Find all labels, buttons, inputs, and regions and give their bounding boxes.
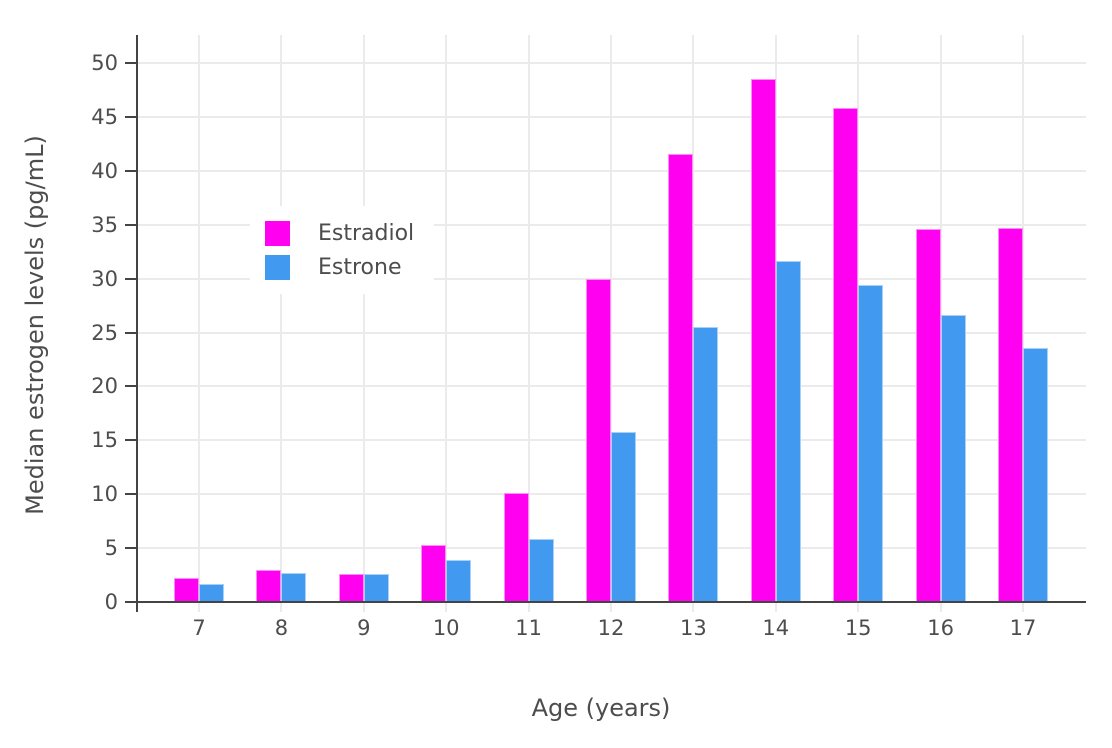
bar-estradiol-age-11[interactable] [503, 493, 529, 602]
y-tick-5 [125, 547, 137, 550]
gridline-x-13 [692, 35, 695, 602]
bar-estradiol-age-15[interactable] [833, 108, 859, 602]
y-tick-label: 25 [91, 320, 118, 345]
x-tick-label: 15 [844, 616, 872, 640]
bar-estradiol-age-7[interactable] [174, 578, 199, 602]
y-tick-label: 30 [91, 266, 118, 291]
bar-estrone-age-13[interactable] [693, 327, 719, 602]
x-tick-label: 8 [274, 616, 289, 640]
x-tick-label: 7 [192, 616, 206, 640]
y-tick-label: 15 [91, 428, 118, 453]
x-tick-label: 16 [927, 616, 954, 640]
bar-estrone-age-10[interactable] [446, 559, 472, 602]
bar-estradiol-age-16[interactable] [915, 229, 941, 602]
bar-estradiol-age-13[interactable] [668, 153, 694, 602]
bar-estrone-age-14[interactable] [775, 261, 801, 602]
x-tick-label: 13 [680, 616, 707, 640]
y-tick-label: 10 [91, 482, 118, 507]
y-tick-label: 0 [104, 590, 118, 614]
gridline-x-9 [362, 35, 365, 602]
x-tick-16 [939, 603, 942, 612]
y-tick-50 [125, 62, 137, 64]
x-tick-label: 14 [762, 616, 790, 640]
x-tick-label: 17 [1009, 616, 1037, 640]
y-tick-10 [125, 493, 137, 496]
x-tick-14 [774, 603, 777, 612]
y-tick-35 [125, 223, 137, 226]
x-tick-10 [445, 603, 448, 612]
y-tick-0 [125, 601, 137, 603]
legend-item-estrone[interactable]: Estrone [265, 250, 414, 284]
bar-estrone-age-15[interactable] [858, 285, 884, 602]
bar-estrone-age-9[interactable] [363, 573, 389, 602]
bar-estradiol-age-12[interactable] [586, 278, 611, 602]
estrone-swatch-icon [265, 254, 290, 280]
x-tick-13 [692, 603, 695, 612]
x-tick-12 [610, 603, 612, 612]
x-tick-17 [1022, 603, 1024, 612]
y-tick-label: 20 [91, 374, 118, 399]
legend-label-estrone: Estrone [318, 254, 402, 280]
bar-estradiol-age-8[interactable] [256, 569, 282, 602]
y-axis-line [136, 35, 138, 612]
y-tick-20 [125, 385, 137, 388]
y-tick-label: 45 [91, 104, 118, 129]
x-axis-title: Age (years) [531, 694, 671, 722]
x-tick-label: 11 [515, 616, 542, 640]
y-tick-30 [125, 277, 137, 280]
y-tick-label: 5 [104, 536, 118, 561]
legend-label-estradiol: Estradiol [318, 220, 415, 246]
x-tick-9 [362, 603, 365, 612]
gridline-x-12 [610, 35, 612, 602]
bar-estradiol-age-10[interactable] [421, 544, 447, 602]
y-tick-45 [125, 115, 137, 118]
bar-estrone-age-11[interactable] [528, 539, 554, 602]
gridline-x-10 [445, 35, 448, 602]
x-tick-7 [198, 603, 200, 612]
y-tick-label: 50 [91, 51, 118, 75]
x-tick-label: 10 [432, 616, 460, 640]
gridline-x-7 [198, 35, 200, 602]
bar-estrone-age-16[interactable] [940, 315, 966, 602]
bar-estradiol-age-14[interactable] [750, 79, 776, 602]
x-tick-11 [527, 603, 530, 612]
gridline-x-11 [527, 35, 530, 602]
gridline-x-17 [1022, 35, 1024, 602]
estradiol-swatch-icon [265, 220, 290, 246]
x-tick-label: 12 [597, 616, 625, 640]
bar-estrone-age-12[interactable] [611, 431, 636, 602]
bar-estrone-age-7[interactable] [199, 583, 224, 602]
y-tick-25 [125, 331, 137, 334]
x-axis-line [137, 601, 1086, 603]
bar-estrone-age-17[interactable] [1023, 347, 1048, 602]
y-tick-label: 40 [91, 158, 118, 183]
y-tick-40 [125, 169, 137, 172]
legend: Estradiol Estrone [250, 206, 435, 294]
bar-estradiol-age-9[interactable] [338, 573, 364, 602]
y-axis-title: Median estrogen levels (pg/mL) [21, 135, 49, 515]
gridline-x-8 [280, 35, 283, 602]
y-tick-15 [125, 439, 137, 442]
x-tick-label: 9 [357, 616, 371, 640]
bar-estrone-age-8[interactable] [281, 572, 307, 602]
bar-estradiol-age-17[interactable] [998, 227, 1023, 602]
y-tick-label: 35 [91, 212, 118, 237]
x-tick-8 [280, 603, 283, 612]
legend-item-estradiol[interactable]: Estradiol [265, 216, 414, 250]
x-tick-15 [857, 603, 860, 612]
